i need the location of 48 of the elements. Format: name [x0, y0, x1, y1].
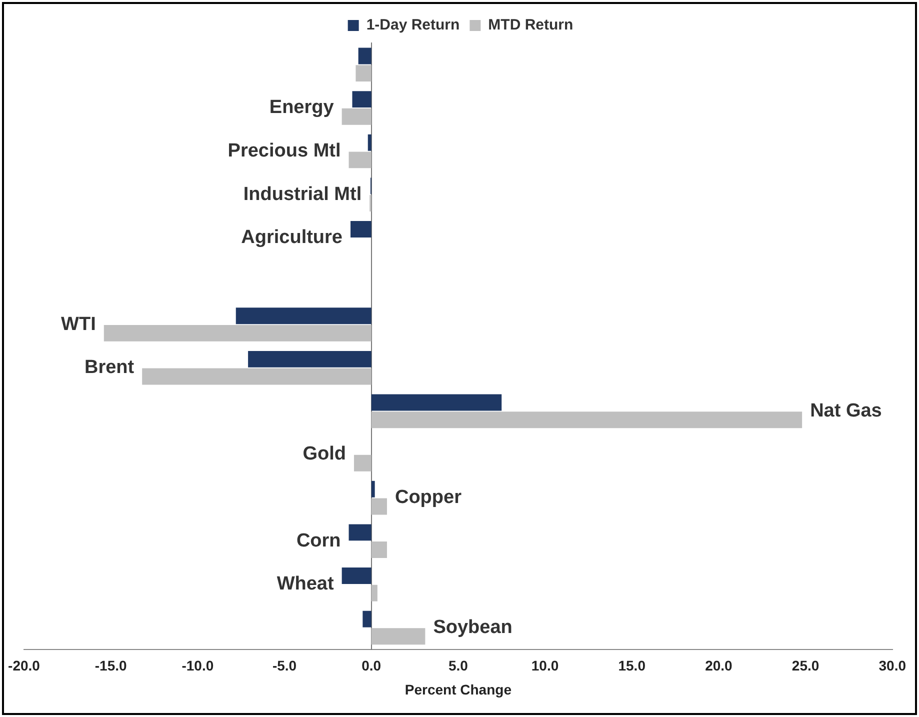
bar: [371, 498, 387, 515]
bar: [248, 350, 372, 368]
x-tick-label: 25.0: [792, 658, 820, 674]
y-tick-label: Wheat: [276, 574, 334, 595]
y-tick-label: Soybean: [433, 616, 512, 638]
y-tick-label: Copper: [394, 487, 462, 508]
bar: [236, 308, 372, 324]
bar: [371, 628, 426, 645]
legend-label: 1-Day Return: [366, 16, 460, 34]
bar: [356, 65, 372, 82]
bar: [342, 568, 372, 584]
y-tick-label: Industrial Mtl: [243, 184, 362, 205]
y-tick-label: Nat Gas: [810, 400, 882, 422]
x-tick-label: 10.0: [531, 658, 559, 674]
x-tick-label: -10.0: [182, 658, 214, 674]
y-tick-label: Brent: [84, 357, 135, 378]
bar: [371, 480, 375, 498]
bar: [350, 221, 372, 238]
x-tick-label: 20.0: [705, 658, 733, 674]
bar: [342, 108, 372, 125]
x-tick-label: 0.0: [362, 658, 382, 674]
bar: [348, 152, 372, 168]
bar: [368, 134, 372, 151]
y-tick-label: Precious Mtl: [228, 140, 341, 162]
bar: [371, 584, 378, 602]
y-tick-label: WTI: [61, 314, 96, 335]
x-tick-label: -20.0: [8, 658, 40, 674]
x-tick-label: 30.0: [878, 658, 906, 674]
x-tick-label: 5.0: [448, 658, 468, 674]
y-tick-label: Energy: [269, 97, 334, 118]
x-axis-title: Percent Change: [404, 681, 512, 698]
bar: [371, 412, 802, 428]
y-tick-label: Agriculture: [241, 227, 343, 248]
y-tick-label: Gold: [302, 444, 346, 465]
bar: [362, 610, 372, 628]
bar: [352, 91, 372, 108]
x-tick-label: -5.0: [272, 658, 297, 674]
bar: [371, 542, 387, 558]
x-tick-label: 15.0: [618, 658, 646, 674]
y-tick-label: Corn: [296, 530, 341, 552]
bar: [358, 48, 372, 64]
bar: [348, 524, 372, 541]
legend-label: MTD Return: [488, 16, 574, 34]
x-tick-label: -15.0: [94, 658, 127, 674]
bar: [354, 454, 372, 472]
bar: [104, 324, 372, 342]
bar: [142, 368, 372, 385]
bar: [371, 394, 502, 411]
